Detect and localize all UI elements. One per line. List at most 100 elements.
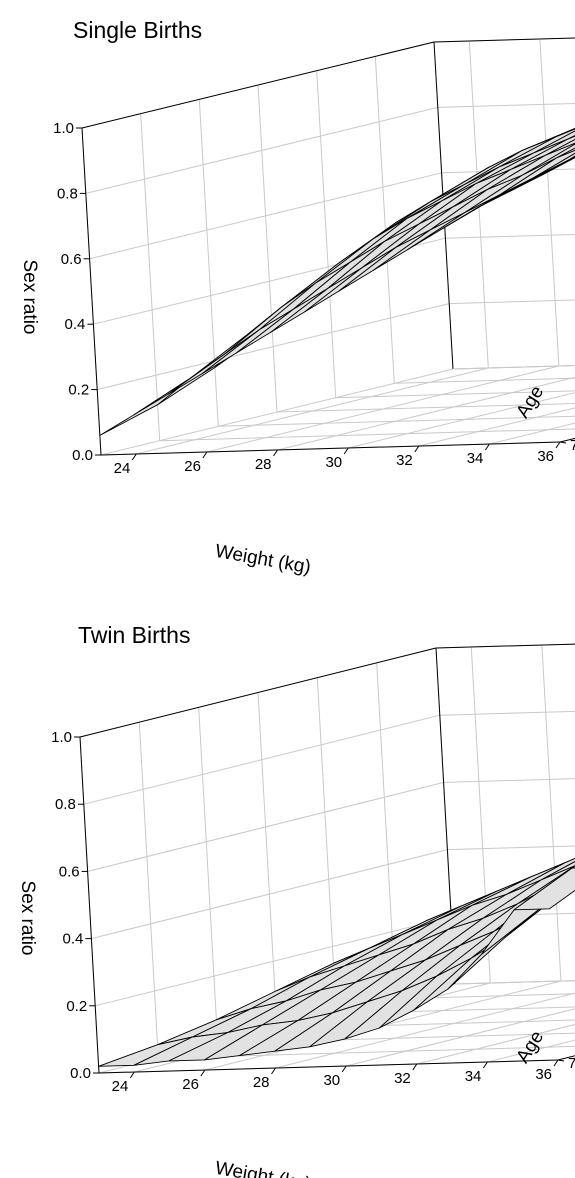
left-wall-grid-line xyxy=(374,56,395,384)
axis-frame xyxy=(81,37,575,456)
x-tick-label: 24 xyxy=(112,1078,129,1095)
z-tick-label: 0.4 xyxy=(65,316,86,333)
left-wall-grid-line xyxy=(198,99,219,427)
z-tick-label: 0.8 xyxy=(55,796,76,813)
back-wall-grid-line xyxy=(449,299,575,305)
surface-patch xyxy=(293,241,385,310)
y-tick-mark xyxy=(559,441,567,444)
y-tick-mark xyxy=(557,1059,565,1062)
surface-patch xyxy=(224,282,317,355)
x-tick-label: 24 xyxy=(114,460,131,477)
x-tick-label: 30 xyxy=(323,1072,340,1089)
z-tick-label: 0.6 xyxy=(59,863,80,880)
surface xyxy=(98,858,575,1067)
x-tick-label: 32 xyxy=(394,1070,411,1087)
surface-patch xyxy=(190,306,283,378)
back-wall-grid-line xyxy=(539,38,560,367)
x-tick-mark xyxy=(129,1071,135,1079)
surface-patch xyxy=(236,288,329,354)
x-tick-mark xyxy=(271,1067,276,1075)
floor-grid-line xyxy=(159,428,575,442)
left-wall-grid-line xyxy=(138,722,159,1059)
x-tick-mark xyxy=(131,453,137,461)
left-wall-grid-line xyxy=(257,692,278,1029)
left-wall-grid-line xyxy=(140,113,161,441)
left-wall-grid-line xyxy=(83,714,440,805)
x-tick-mark xyxy=(553,1059,559,1067)
left-wall-grid-line xyxy=(89,172,442,260)
left-wall-grid-line xyxy=(316,70,337,398)
floor-grid-line xyxy=(335,390,575,399)
z-tick-label: 0.0 xyxy=(72,447,93,464)
z-axis-line xyxy=(79,736,100,1074)
surface-patch xyxy=(513,867,575,911)
x-tick-mark xyxy=(412,1063,418,1071)
back-floor-edge xyxy=(454,980,575,985)
x-tick-mark xyxy=(555,441,561,449)
surface-patch xyxy=(571,865,575,869)
x-tick-mark xyxy=(341,1065,347,1073)
x-tick-label: 32 xyxy=(396,452,413,469)
x-axis-line xyxy=(100,441,561,456)
chart-title: Twin Births xyxy=(78,622,190,648)
surface-patch xyxy=(201,308,294,374)
floor-grid-line xyxy=(336,1006,575,1015)
x-tick-label: 26 xyxy=(182,1076,199,1093)
x-tick-mark xyxy=(482,1061,488,1069)
back-wall-grid-line xyxy=(437,103,575,108)
back-wall-grid-line xyxy=(443,778,575,783)
x-tick-label: 28 xyxy=(253,1074,270,1091)
back-top-edge xyxy=(433,37,575,43)
back-wall-grid-line xyxy=(541,644,562,982)
x-tick-mark xyxy=(414,445,420,453)
x-tick-label: 28 xyxy=(255,456,272,473)
left-top-edge xyxy=(79,647,437,738)
left-wall-grid-line xyxy=(85,106,438,194)
left-wall-grid-line xyxy=(97,303,450,391)
floor-grid-line xyxy=(394,377,575,384)
left-wall-grid-line xyxy=(87,781,444,872)
chart-title: Single Births xyxy=(73,17,202,43)
z-tick-label: 0.0 xyxy=(70,1065,91,1082)
back-top-edge xyxy=(435,643,575,649)
surface-patch xyxy=(327,223,420,289)
x-tick-mark xyxy=(200,1069,206,1077)
back-wall-grid-line xyxy=(447,845,575,851)
grid-lines xyxy=(81,37,575,456)
left-wall-grid-line xyxy=(100,368,454,456)
back-floor-edge xyxy=(452,365,575,370)
left-wall-grid-line xyxy=(91,849,448,940)
panel-twin-births: 0.00.20.40.60.81.0242628303234361234567T… xyxy=(17,622,575,1178)
z-axis-title: Sex ratio xyxy=(17,881,38,956)
floor-grid-line xyxy=(218,415,575,427)
back-wall-grid-line xyxy=(439,710,575,716)
y-tick-label: 7 xyxy=(568,1055,575,1072)
surface-patch xyxy=(555,147,575,159)
x-tick-label: 26 xyxy=(184,458,201,475)
floor-grid-line xyxy=(276,403,575,413)
x-tick-label: 36 xyxy=(535,1066,552,1083)
x-tick-label: 36 xyxy=(537,448,554,465)
z-tick-label: 1.0 xyxy=(53,120,74,137)
x-tick-mark xyxy=(484,443,490,451)
z-tick-label: 0.6 xyxy=(61,251,82,268)
surface xyxy=(99,128,575,436)
left-wall-grid-line xyxy=(316,677,337,1014)
surface-patch xyxy=(509,156,575,192)
x-tick-label: 34 xyxy=(465,1068,482,1085)
tick-labels: 0.00.20.40.60.81.0242628303234361234567 xyxy=(53,120,575,477)
surface-patch xyxy=(540,861,575,881)
left-top-edge xyxy=(81,41,435,129)
x-tick-label: 34 xyxy=(467,450,484,467)
tick-labels: 0.00.20.40.60.81.0242628303234361234567 xyxy=(51,729,575,1095)
z-tick-label: 1.0 xyxy=(51,729,72,746)
surface-patch xyxy=(564,858,575,864)
x-tick-mark xyxy=(343,447,349,455)
left-wall-grid-line xyxy=(95,916,452,1007)
x-tick-mark xyxy=(202,451,208,459)
x-tick-mark xyxy=(273,449,278,457)
left-wall-grid-line xyxy=(257,84,278,413)
z-tick-label: 0.4 xyxy=(63,931,84,948)
x-axis-title: Weight (kg) xyxy=(213,1158,312,1178)
